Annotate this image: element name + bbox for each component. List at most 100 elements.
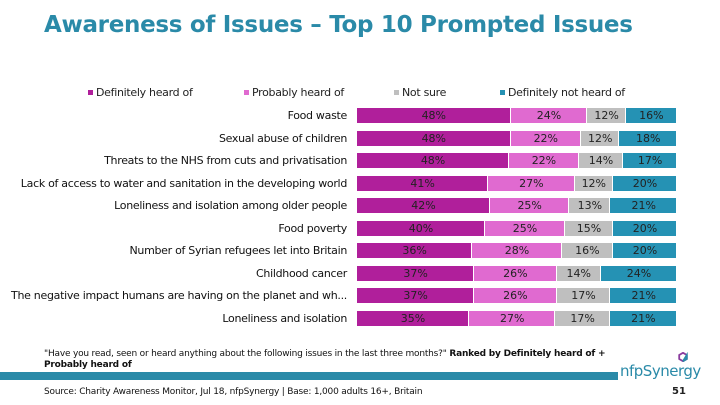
bar-segment [510, 130, 581, 146]
category-label: Loneliness and isolation among older peo… [114, 199, 347, 213]
bar-segment [581, 130, 620, 146]
bar-segment [587, 108, 626, 123]
data-label: 12% [594, 109, 619, 122]
bar-segment [357, 198, 491, 214]
data-label: 20% [632, 176, 658, 190]
data-label: 16% [575, 244, 600, 258]
data-label: 28% [504, 244, 530, 258]
category-label: Food waste [287, 109, 348, 122]
bar-segment [613, 220, 677, 236]
bar-segment [488, 175, 575, 191]
data-label: 13% [577, 199, 603, 213]
data-label: 37% [403, 289, 428, 303]
bar-segment [357, 130, 511, 146]
legend-label: Definitely not heard of [508, 86, 625, 99]
legend-label: Not sure [402, 86, 447, 99]
category-label: Loneliness and isolation [222, 311, 347, 325]
data-label: 26% [503, 289, 528, 303]
data-label: 16% [639, 109, 664, 122]
bar-segment [555, 310, 610, 326]
data-label: 48% [421, 131, 447, 145]
bar-segment [357, 288, 475, 304]
bar-segment [509, 153, 579, 169]
bar-segment [561, 243, 613, 259]
data-label: 21% [631, 289, 656, 303]
data-label: 48% [421, 109, 447, 122]
bar-segment [625, 108, 677, 123]
legend-swatch [394, 90, 399, 95]
bar-segment [474, 288, 557, 304]
category-label: Lack of access to water and sanitation i… [20, 176, 348, 190]
bar-segment [600, 265, 677, 281]
category-label: Sexual abuse of children [218, 131, 347, 145]
data-label: 26% [503, 266, 528, 280]
data-label: 17% [570, 311, 595, 325]
bar-segment [613, 243, 677, 259]
footer-band [0, 372, 618, 380]
data-label: 20% [632, 221, 658, 235]
bar-segment [469, 310, 556, 326]
legend-swatch [88, 90, 93, 95]
category-label: Childhood cancer [256, 266, 347, 280]
data-label: 18% [635, 131, 661, 145]
source-note: Source: Charity Awareness Monitor, Jul 1… [44, 387, 423, 397]
bar-segment [619, 130, 677, 146]
data-label: 37% [403, 266, 428, 280]
legend-swatch [500, 90, 505, 95]
bar-segment [357, 220, 485, 236]
data-label: 48% [420, 154, 446, 168]
data-label: 24% [536, 109, 562, 122]
legend-item: Definitely heard of [88, 86, 193, 99]
bar-segment [357, 108, 511, 123]
legend-swatch [244, 90, 249, 95]
bar-segment [472, 243, 562, 259]
data-label: 25% [517, 199, 542, 213]
legend-label: Definitely heard of [96, 86, 193, 99]
bar-segment [578, 153, 624, 169]
data-label: 24% [626, 266, 652, 280]
category-label: Number of Syrian refugees let into Brita… [129, 244, 347, 258]
logo-ring-icon [678, 352, 688, 362]
bar-segment [565, 220, 613, 236]
data-label: 15% [576, 221, 602, 235]
footnote: "Have you read, seen or heard anything a… [44, 349, 624, 371]
bar-segment [485, 220, 565, 236]
bar-segment [609, 310, 677, 326]
data-label: 20% [632, 244, 658, 258]
bar-segment [510, 108, 588, 123]
bar-segment [357, 243, 473, 259]
bar-segment [556, 288, 611, 304]
data-label: 17% [571, 289, 596, 303]
data-label: 22% [531, 154, 557, 168]
data-label: 14% [588, 154, 614, 168]
data-label: 35% [400, 311, 426, 325]
bar-segment [613, 175, 677, 191]
footnote-ranking: Ranked by Definitely heard of + Probably… [44, 349, 606, 370]
footnote-question: "Have you read, seen or heard anything a… [44, 349, 447, 359]
legend-label: Probably heard of [252, 86, 345, 99]
data-label: 21% [631, 199, 656, 213]
data-label: 27% [519, 176, 544, 190]
data-label: 12% [581, 176, 607, 190]
data-label: 21% [631, 311, 656, 325]
bar-segment [610, 288, 677, 304]
bar-segment [569, 198, 611, 214]
data-label: 41% [410, 176, 435, 190]
data-label: 40% [408, 221, 434, 235]
bar-segment [610, 198, 677, 214]
legend-item: Definitely not heard of [500, 86, 625, 99]
bar-segment [357, 265, 475, 281]
bar-segment [556, 265, 601, 281]
bar-segment [474, 265, 557, 281]
data-label: 25% [512, 221, 538, 235]
category-label: Food poverty [278, 221, 347, 235]
legend-item: Not sure [394, 86, 446, 99]
data-label: 12% [587, 131, 613, 145]
data-label: 42% [411, 199, 436, 213]
bar-segment [490, 198, 570, 214]
bar-segment [623, 153, 677, 169]
brand-logo: nfpSynergy [620, 362, 701, 380]
bar-segment [357, 175, 489, 191]
bar-segment [357, 310, 469, 326]
bar-segment [574, 175, 613, 191]
